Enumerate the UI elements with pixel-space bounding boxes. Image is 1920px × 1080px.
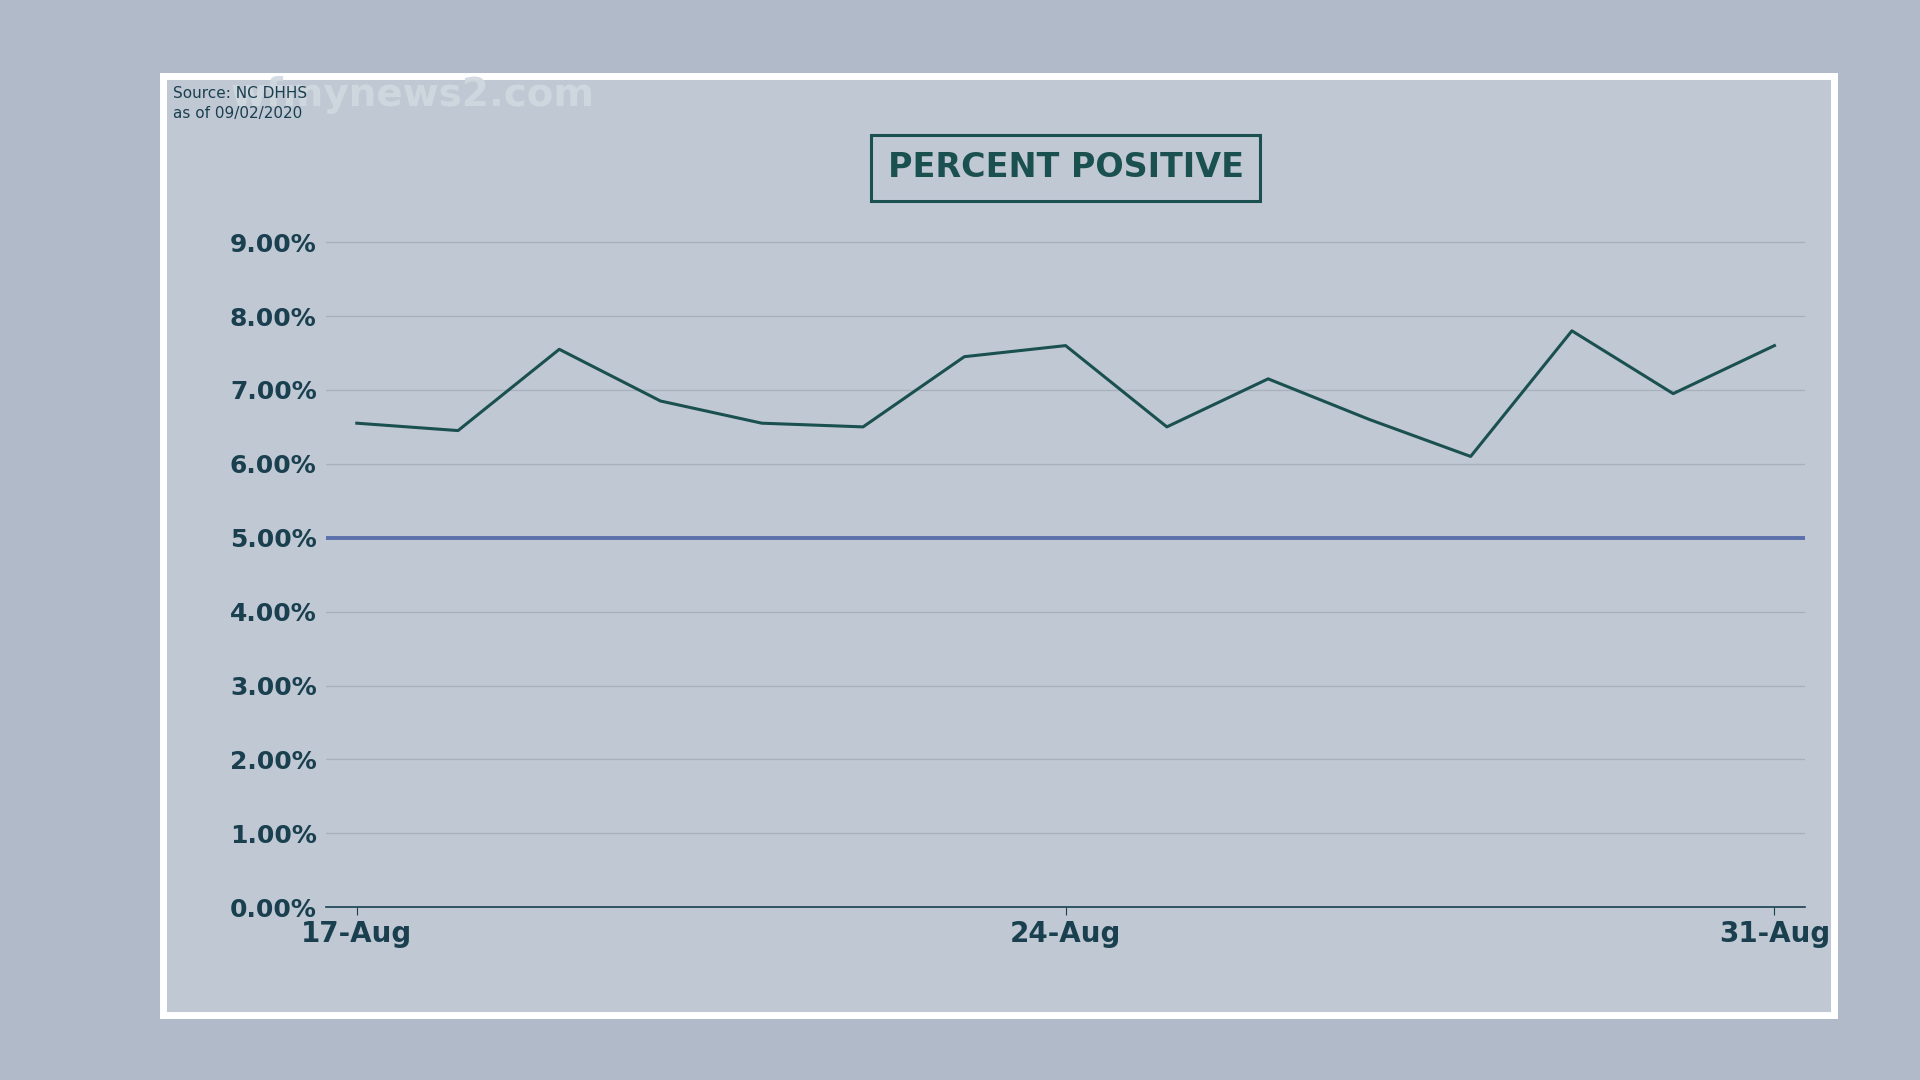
Title: PERCENT POSITIVE: PERCENT POSITIVE xyxy=(887,151,1244,185)
Text: Source: NC DHHS
as of 09/02/2020: Source: NC DHHS as of 09/02/2020 xyxy=(173,86,307,121)
Text: wfmynews2.com: wfmynews2.com xyxy=(230,76,595,113)
